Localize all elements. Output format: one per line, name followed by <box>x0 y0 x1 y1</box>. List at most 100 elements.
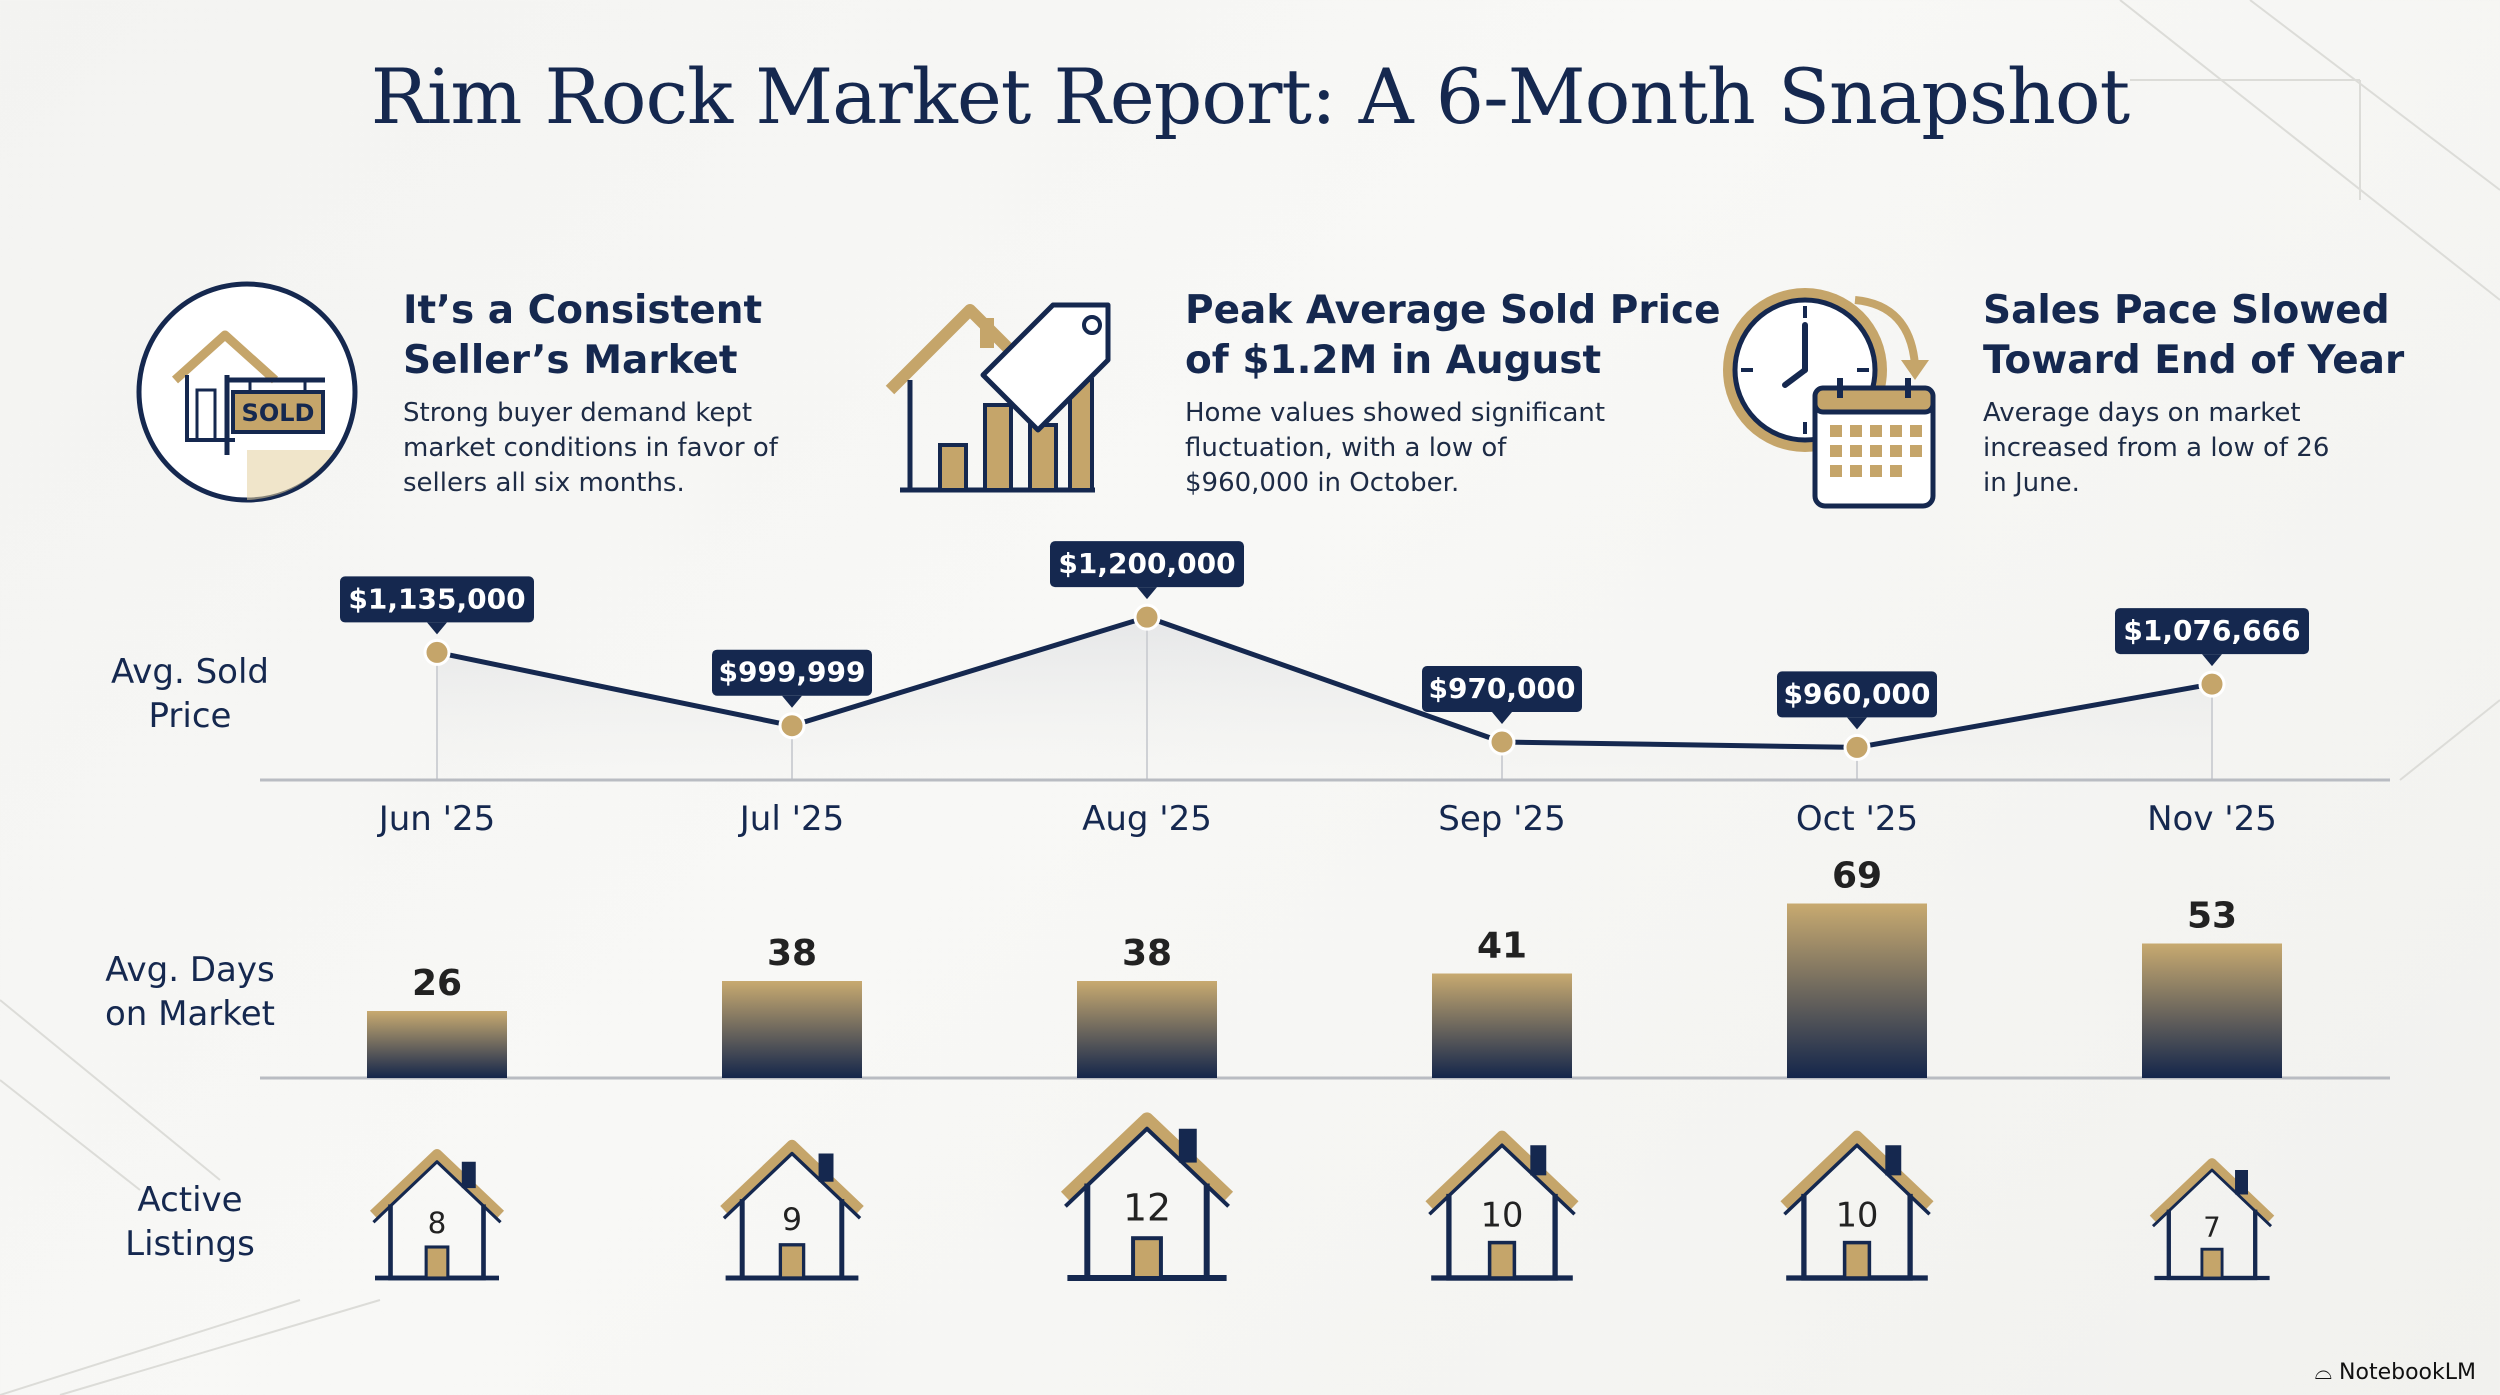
listing-house-icon: 7 <box>2149 1158 2275 1281</box>
house-roof <box>1060 1112 1234 1202</box>
price-label-pointer <box>427 622 447 635</box>
house-door <box>1842 1240 1872 1280</box>
house-chimney <box>461 1161 476 1189</box>
card-title-line: Toward End of Year <box>1983 338 2405 383</box>
days-data-label: 38 <box>1122 933 1172 974</box>
days-data-label: 26 <box>412 963 462 1004</box>
price-label-box <box>712 649 872 696</box>
row-label-line: Avg. Days <box>105 950 275 990</box>
card-title-line: Sales Pace Slowed <box>1983 288 2390 333</box>
listings-count-label: 7 <box>2203 1212 2220 1243</box>
price-data-label: $999,999 <box>718 656 865 689</box>
days-bar <box>1787 903 1927 1078</box>
price-label-box <box>1777 671 1937 718</box>
watermark-text: NotebookLM <box>2339 1360 2476 1385</box>
house-roof-line <box>1783 1143 1931 1216</box>
card-text-line: fluctuation, with a low of <box>1185 433 1507 463</box>
price-label-box <box>2115 608 2309 655</box>
listings-count-label: 12 <box>1123 1185 1171 1229</box>
clock-calendar-icon <box>1723 288 1936 509</box>
house-roof <box>1780 1130 1934 1210</box>
price-data-label: $1,135,000 <box>348 582 525 615</box>
month-tick-label: Jul '25 <box>738 799 844 839</box>
listings-count-label: 10 <box>1836 1196 1879 1235</box>
listing-house-icon: 9 <box>720 1139 864 1281</box>
house-door <box>1131 1236 1163 1280</box>
card-text-line: market conditions in favor of <box>403 433 778 463</box>
listings-count-label: 8 <box>428 1206 447 1240</box>
month-tick-label: Sep '25 <box>1438 799 1566 839</box>
house-chimney <box>1530 1145 1547 1176</box>
days-bar <box>2142 943 2282 1078</box>
month-tick-label: Nov '25 <box>2147 799 2277 839</box>
price-area-fill <box>437 617 2212 780</box>
listings-count-label: 9 <box>782 1202 802 1238</box>
row-label-line: Price <box>148 696 232 736</box>
sold-sign-house-icon: SOLD <box>136 281 358 503</box>
listing-house-icon: 12 <box>1060 1112 1234 1281</box>
house-roof-line <box>2151 1168 2273 1228</box>
listings-count-label: 10 <box>1481 1196 1524 1235</box>
days-bar <box>367 1011 507 1078</box>
house-price-tag-chart-icon <box>885 302 1111 493</box>
insight-card-sales-pace: Sales Pace Slowed Toward End of Year Ave… <box>1715 280 2475 520</box>
days-data-label: 38 <box>767 933 817 974</box>
price-point <box>778 712 806 740</box>
row-label-active-listings: Active Listings <box>60 1178 320 1266</box>
insight-card-sellers-market: SOLD It’s a Consistent Seller’s Market S… <box>135 280 895 520</box>
card-text-line: sellers all six months. <box>403 468 685 498</box>
row-label-line: Listings <box>125 1224 255 1264</box>
card-title-line: It’s a Consistent <box>403 288 763 333</box>
house-roof <box>720 1139 864 1214</box>
price-label-box <box>1422 666 1582 712</box>
price-series-line <box>436 614 2213 750</box>
days-data-label: 69 <box>1832 856 1882 897</box>
price-data-label: $1,076,666 <box>2123 614 2300 647</box>
card-title-line: Peak Average Sold Price <box>1185 288 1721 333</box>
house-roof-line <box>372 1160 502 1224</box>
price-label-pointer <box>2202 654 2222 667</box>
house-roof <box>2149 1158 2275 1223</box>
listing-house-icon: 10 <box>1425 1130 1579 1281</box>
row-label-line: on Market <box>104 994 276 1034</box>
house-door <box>1487 1240 1517 1280</box>
house-door <box>2200 1247 2224 1280</box>
price-point <box>1488 728 1516 756</box>
insight-card-peak-price: Peak Average Sold Price of $1.2M in Augu… <box>880 280 1721 520</box>
month-tick-label: Oct '25 <box>1796 799 1918 839</box>
price-data-label: $1,200,000 <box>1058 547 1235 580</box>
card-title-line: Seller’s Market <box>403 338 738 383</box>
row-label-line: Avg. Sold <box>111 652 269 692</box>
card-text-line: Home values showed significant <box>1185 398 1606 428</box>
month-tick-label: Jun '25 <box>377 799 496 839</box>
price-point <box>2198 670 2226 698</box>
price-label-box <box>1050 541 1244 588</box>
house-roof <box>1425 1130 1579 1210</box>
house-chimney <box>2235 1170 2248 1195</box>
house-roof-line <box>1064 1126 1230 1208</box>
price-point <box>1133 603 1161 631</box>
house-door <box>424 1245 450 1280</box>
card-text-line: increased from a low of 26 <box>1983 433 2330 463</box>
days-bar <box>722 981 862 1078</box>
house-chimney <box>1178 1128 1197 1163</box>
notebooklm-watermark: ⌓ NotebookLM <box>2315 1360 2476 1385</box>
days-bar <box>1077 981 1217 1078</box>
days-data-label: 53 <box>2187 896 2237 937</box>
price-data-label: $960,000 <box>1783 677 1930 710</box>
house-roof-line <box>1428 1143 1576 1216</box>
price-data-label: $970,000 <box>1428 672 1575 705</box>
price-label-pointer <box>1492 712 1512 724</box>
price-point <box>1843 733 1871 761</box>
house-door <box>778 1243 806 1280</box>
days-bar <box>1432 973 1572 1078</box>
row-label-avg-days-on-market: Avg. Days on Market <box>60 948 320 1036</box>
month-tick-label: Aug '25 <box>1082 799 1212 839</box>
days-data-label: 41 <box>1477 926 1527 967</box>
notebooklm-logo-icon: ⌓ <box>2314 1360 2333 1385</box>
row-label-avg-sold-price: Avg. Sold Price <box>60 650 320 738</box>
price-point <box>423 638 451 666</box>
